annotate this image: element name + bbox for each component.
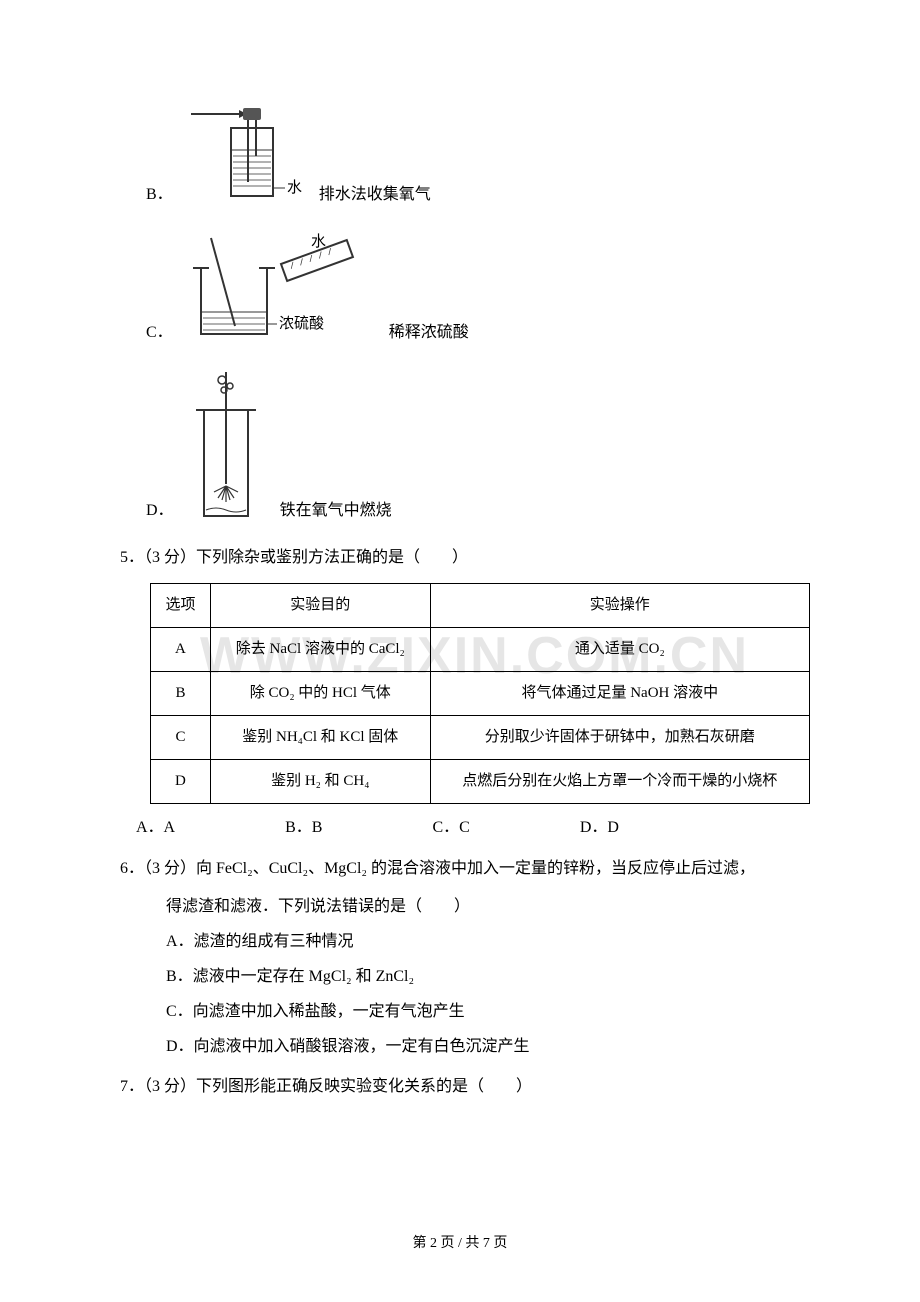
table-row: C 鉴别 NH₄Cl 和 KCl 固体 分别取少许固体于研钵中，加熟石灰研磨 bbox=[151, 715, 810, 759]
page-footer: 第 2 页 / 共 7 页 bbox=[0, 1231, 920, 1256]
q7-stem: 7．（3 分）下列图形能正确反映实验变化关系的是（ ） bbox=[120, 1073, 800, 1102]
option-b-row: B． 水 排水法收集氧气 bbox=[146, 100, 800, 210]
table-row: B 除 CO₂ 中的 HCl 气体 将气体通过足量 NaOH 溶液中 bbox=[151, 671, 810, 715]
option-c-diagram: 水 浓硫酸 bbox=[181, 228, 381, 348]
cell: 将气体通过足量 NaOH 溶液中 bbox=[430, 671, 809, 715]
choice-a: A．A bbox=[136, 814, 175, 843]
choice-c: C．C bbox=[432, 814, 469, 843]
svg-text:水: 水 bbox=[311, 233, 326, 250]
svg-text:浓硫酸: 浓硫酸 bbox=[279, 315, 324, 332]
cell: 除 CO₂ 中的 HCl 气体 bbox=[210, 671, 430, 715]
cell: 分别取少许固体于研钵中，加熟石灰研磨 bbox=[430, 715, 809, 759]
cell: 鉴别 NH₄Cl 和 KCl 固体 bbox=[210, 715, 430, 759]
option-d-row: D． 铁在氧气中燃烧 bbox=[146, 366, 800, 526]
q6-stem-l1: 6．（3 分）向 FeCl₂、CuCl₂、MgCl₂ 的混合溶液中加入一定量的锌… bbox=[120, 855, 800, 884]
cell: B bbox=[151, 671, 211, 715]
cell: 鉴别 H₂ 和 CH₄ bbox=[210, 759, 430, 803]
col-header: 选项 bbox=[151, 583, 211, 627]
q6-opt-a: A．滤渣的组成有三种情况 bbox=[166, 928, 800, 957]
option-b-diagram: 水 bbox=[181, 100, 311, 210]
choice-b: B．B bbox=[285, 814, 322, 843]
label-water-b: 水 bbox=[287, 179, 302, 196]
option-d-caption: 铁在氧气中燃烧 bbox=[280, 497, 392, 526]
option-b-caption: 排水法收集氧气 bbox=[319, 181, 431, 210]
q6-opt-d: D．向滤液中加入硝酸银溶液，一定有白色沉淀产生 bbox=[166, 1033, 800, 1062]
q5-stem: 5．（3 分）下列除杂或鉴别方法正确的是（ ） bbox=[120, 544, 800, 573]
cell: A bbox=[151, 627, 211, 671]
cell: D bbox=[151, 759, 211, 803]
option-c-letter: C． bbox=[146, 319, 173, 348]
table-header-row: 选项 实验目的 实验操作 bbox=[151, 583, 810, 627]
q6-stem-l2: 得滤渣和滤液．下列说法错误的是（ ） bbox=[166, 893, 800, 922]
cell: 除去 NaCl 溶液中的 CaCl₂ bbox=[210, 627, 430, 671]
option-d-letter: D． bbox=[146, 497, 174, 526]
q5-table: 选项 实验目的 实验操作 A 除去 NaCl 溶液中的 CaCl₂ 通入适量 C… bbox=[150, 583, 810, 804]
q6-opt-c: C．向滤渣中加入稀盐酸，一定有气泡产生 bbox=[166, 998, 800, 1027]
option-c-row: C． 水 浓硫酸 稀释浓硫酸 bbox=[146, 228, 800, 348]
choice-d: D．D bbox=[580, 814, 619, 843]
option-c-caption: 稀释浓硫酸 bbox=[389, 319, 469, 348]
q5-choices: A．A B．B C．C D．D bbox=[136, 814, 800, 843]
q6-opt-b: B．滤液中一定存在 MgCl₂ 和 ZnCl₂ bbox=[166, 963, 800, 992]
cell: 点燃后分别在火焰上方罩一个冷而干燥的小烧杯 bbox=[430, 759, 809, 803]
col-header: 实验操作 bbox=[430, 583, 809, 627]
page-content: B． 水 排水法收集氧气 C． bbox=[120, 100, 800, 1102]
table-row: A 除去 NaCl 溶液中的 CaCl₂ 通入适量 CO₂ bbox=[151, 627, 810, 671]
col-header: 实验目的 bbox=[210, 583, 430, 627]
option-d-diagram bbox=[182, 366, 272, 526]
cell: 通入适量 CO₂ bbox=[430, 627, 809, 671]
option-b-letter: B． bbox=[146, 181, 173, 210]
cell: C bbox=[151, 715, 211, 759]
table-row: D 鉴别 H₂ 和 CH₄ 点燃后分别在火焰上方罩一个冷而干燥的小烧杯 bbox=[151, 759, 810, 803]
